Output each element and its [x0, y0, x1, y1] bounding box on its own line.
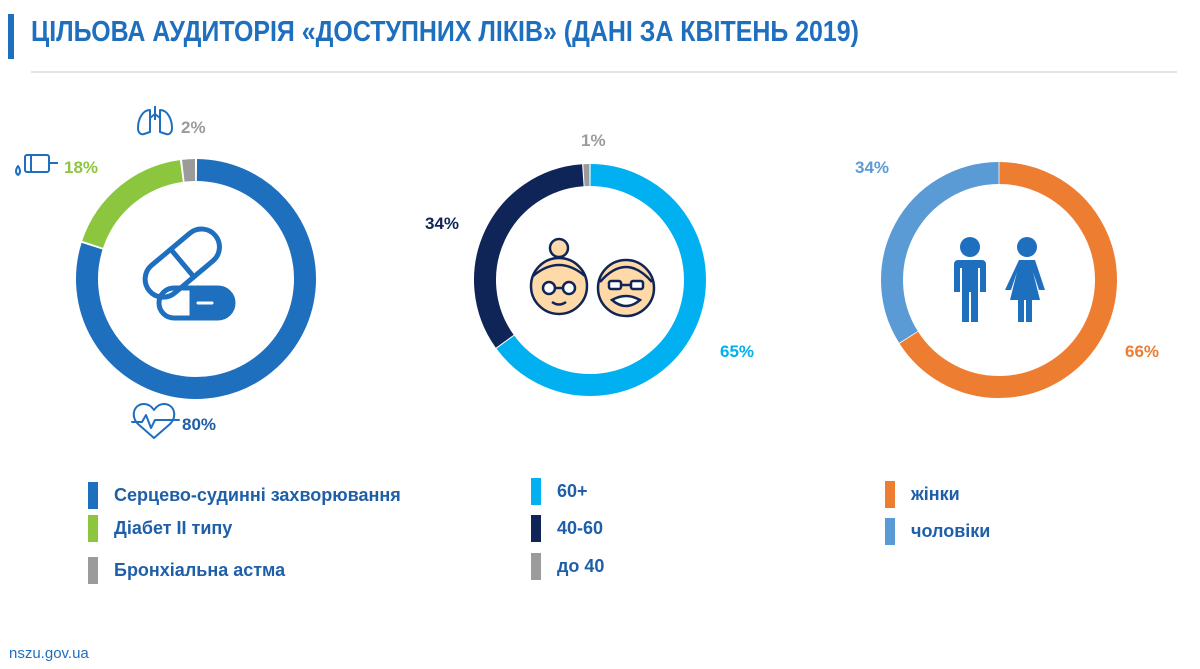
- donut-segment-women: [899, 162, 1117, 398]
- legend-swatch: [88, 482, 98, 509]
- page-title: ЦІЛЬОВА АУДИТОРІЯ «ДОСТУПНИХ ЛІКІВ» (ДАН…: [31, 16, 859, 48]
- legend-label: 40-60: [557, 518, 604, 538]
- legend-swatch: [88, 515, 98, 542]
- legend-label: 60+: [557, 481, 588, 501]
- legend-item-women: жінки: [885, 481, 960, 508]
- man-woman-icon: [954, 237, 1045, 322]
- legend-swatch: [88, 557, 98, 584]
- donut-segment-cardio: [76, 159, 316, 399]
- legend-label: Серцево-судинні захворювання: [114, 485, 401, 505]
- elderly-couple-icon: [529, 237, 656, 318]
- legend-label: чоловіки: [911, 521, 991, 541]
- legend-item-diabetes: Діабет ІІ типу: [88, 515, 232, 542]
- title-divider: [31, 71, 1177, 73]
- title-accent-bar: [8, 14, 14, 59]
- donut-segment-asthma: [182, 159, 196, 182]
- pct-label-under40: 1%: [581, 131, 606, 150]
- legend-label: Бронхіальна астма: [114, 560, 286, 580]
- footer-url: nszu.gov.ua: [9, 645, 89, 662]
- legend-item-asthma: Бронхіальна астма: [88, 557, 285, 584]
- donut-segment-40-60: [474, 164, 584, 348]
- pct-label-women: 66%: [1125, 342, 1159, 361]
- donut-layer: [76, 159, 1117, 399]
- legend-item-40-60: 40-60: [531, 515, 603, 542]
- legend-swatch: [531, 553, 541, 580]
- legend-item-cardio: Серцево-судинні захворювання: [88, 482, 401, 509]
- pct-label-men: 34%: [855, 158, 889, 177]
- donut-segment-60plus: [496, 164, 706, 396]
- legend-item-under40: до 40: [531, 553, 604, 580]
- legend-swatch: [885, 481, 895, 508]
- legend-swatch: [885, 518, 895, 545]
- pct-label-asthma: 2%: [181, 118, 206, 137]
- donut-segment-men: [881, 162, 999, 343]
- legend-label: до 40: [557, 556, 605, 576]
- pills-icon: [142, 226, 236, 321]
- pct-label-cardio: 80%: [182, 415, 216, 434]
- legend-label: Діабет ІІ типу: [114, 518, 233, 538]
- legend-swatch: [531, 478, 541, 505]
- pct-label-60plus: 65%: [720, 342, 754, 361]
- pct-label-diabetes: 18%: [64, 158, 98, 177]
- legend-label: жінки: [911, 484, 960, 504]
- legend-swatch: [531, 515, 541, 542]
- pct-label-40-60: 34%: [425, 214, 459, 233]
- lungs-icon: [137, 106, 173, 136]
- legend-item-60plus: 60+: [531, 478, 588, 505]
- heart-pulse-icon: [131, 403, 180, 439]
- donut-segment-diabetes: [82, 160, 184, 249]
- insulin-pen-icon: [15, 154, 58, 176]
- legend-item-men: чоловіки: [885, 518, 990, 545]
